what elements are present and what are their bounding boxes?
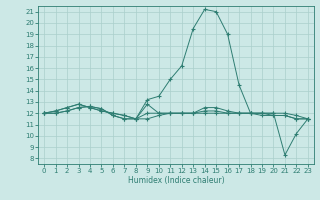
X-axis label: Humidex (Indice chaleur): Humidex (Indice chaleur) [128, 176, 224, 185]
